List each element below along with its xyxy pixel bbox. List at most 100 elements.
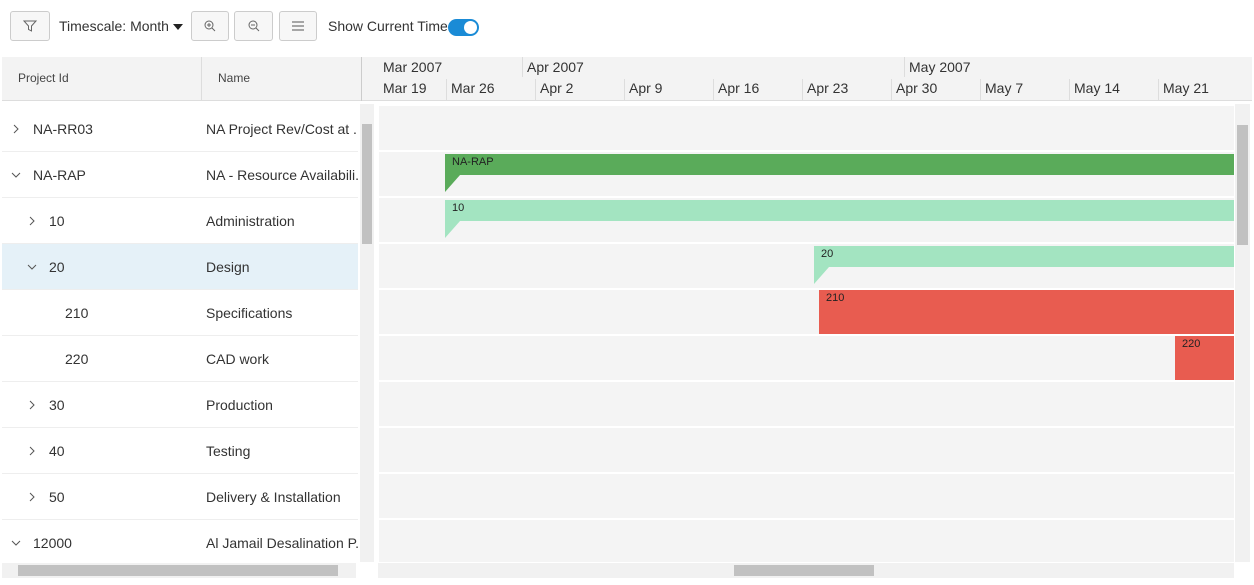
- expand-chevron[interactable]: [27, 492, 37, 502]
- week-label: Apr 23: [807, 80, 849, 96]
- project-name: Testing: [206, 443, 251, 459]
- gantt-row: [379, 520, 1234, 562]
- week-label: Apr 9: [629, 80, 663, 96]
- timescale-value: Month: [130, 18, 169, 34]
- scroll-thumb[interactable]: [1237, 125, 1248, 245]
- toggle-knob: [464, 21, 477, 34]
- scroll-thumb[interactable]: [18, 565, 338, 576]
- week-label: Apr 2: [540, 80, 574, 96]
- show-current-time-label: Show Current Time: [328, 18, 448, 34]
- gantt-body: NA-RAP 10 20 210 220: [378, 104, 1234, 562]
- project-name: Production: [206, 397, 273, 413]
- bar-label: 220: [1182, 338, 1201, 350]
- project-id: 10: [49, 213, 65, 229]
- project-name: Al Jamail Desalination P...: [206, 535, 358, 551]
- project-id: NA-RR03: [33, 121, 93, 137]
- bar-pointer: [445, 221, 460, 238]
- project-name: NA Project Rev/Cost at ...: [206, 121, 358, 137]
- month-label: Apr 2007: [527, 59, 584, 75]
- column-divider: [201, 57, 202, 101]
- week-divider: [802, 79, 803, 100]
- bar-pointer: [445, 175, 460, 192]
- task-bar[interactable]: 220: [1175, 336, 1234, 380]
- dropdown-caret: [172, 24, 183, 30]
- bar-label: 210: [826, 292, 845, 304]
- project-id: 12000: [33, 535, 72, 551]
- task-row[interactable]: 30 Production: [2, 382, 358, 428]
- week-divider: [624, 79, 625, 100]
- week-divider: [1069, 79, 1070, 100]
- task-bar[interactable]: 10: [445, 200, 1234, 221]
- task-bar[interactable]: NA-RAP: [445, 154, 1234, 175]
- task-row[interactable]: NA-RR03 NA Project Rev/Cost at ...: [2, 106, 358, 152]
- project-name: Specifications: [206, 305, 293, 321]
- task-row[interactable]: 40 Testing: [2, 428, 358, 474]
- task-bar[interactable]: 20: [814, 246, 1234, 267]
- timescale-label: Timescale:: [59, 18, 127, 34]
- project-id: NA-RAP: [33, 167, 86, 183]
- column-header[interactable]: Project Id: [18, 71, 69, 85]
- week-label: Apr 16: [718, 80, 760, 96]
- project-id: 20: [49, 259, 65, 275]
- column-header[interactable]: Name: [218, 71, 251, 85]
- task-row[interactable]: 12000 Al Jamail Desalination P...: [2, 520, 358, 562]
- project-name: Design: [206, 259, 250, 275]
- current-time-toggle[interactable]: [448, 19, 479, 36]
- collapse-chevron[interactable]: [27, 262, 37, 272]
- grid-hscroll[interactable]: [2, 563, 356, 578]
- expand-chevron[interactable]: [27, 400, 37, 410]
- task-bar[interactable]: 210: [819, 290, 1234, 334]
- project-name: Administration: [206, 213, 295, 229]
- scroll-thumb[interactable]: [734, 565, 874, 576]
- week-label: Apr 30: [896, 80, 938, 96]
- expand-chevron[interactable]: [27, 216, 37, 226]
- menu-button[interactable]: [279, 11, 317, 41]
- bar-label: 20: [821, 248, 834, 260]
- expand-chevron[interactable]: [11, 124, 21, 134]
- bar-label: 10: [452, 202, 465, 214]
- week-label: Mar 19: [383, 80, 427, 96]
- task-row[interactable]: 50 Delivery & Installation: [2, 474, 358, 520]
- zoom-in-button[interactable]: [191, 11, 229, 41]
- project-id: 40: [49, 443, 65, 459]
- week-divider: [713, 79, 714, 100]
- menu-icon: [292, 21, 304, 31]
- gantt-hscroll[interactable]: [378, 563, 1234, 578]
- task-row[interactable]: 210 Specifications: [2, 290, 358, 336]
- expand-chevron[interactable]: [27, 446, 37, 456]
- gantt-row: [379, 382, 1234, 426]
- task-row[interactable]: NA-RAP NA - Resource Availabili...: [2, 152, 358, 198]
- project-id: 30: [49, 397, 65, 413]
- project-id: 50: [49, 489, 65, 505]
- header-bar: [2, 57, 1252, 101]
- task-row[interactable]: 20 Design: [2, 244, 358, 290]
- week-divider: [446, 79, 447, 100]
- scroll-thumb[interactable]: [362, 124, 372, 244]
- week-label: Mar 26: [451, 80, 495, 96]
- week-label: May 21: [1163, 80, 1209, 96]
- task-grid: NA-RR03 NA Project Rev/Cost at ... NA-RAP N…: [2, 104, 358, 562]
- collapse-chevron[interactable]: [11, 538, 21, 548]
- collapse-chevron[interactable]: [11, 170, 21, 180]
- project-id: 210: [65, 305, 89, 321]
- project-name: Delivery & Installation: [206, 489, 341, 505]
- bar-label: NA-RAP: [452, 156, 494, 168]
- filter-icon: [23, 20, 37, 32]
- week-divider: [980, 79, 981, 100]
- week-label: May 14: [1074, 80, 1120, 96]
- gantt-row: [379, 428, 1234, 472]
- project-name: CAD work: [206, 351, 270, 367]
- zoom-out-button[interactable]: [234, 11, 273, 41]
- gantt-row: [379, 336, 1234, 380]
- filter-button[interactable]: [10, 11, 50, 41]
- task-row[interactable]: 220 CAD work: [2, 336, 358, 382]
- week-label: May 7: [985, 80, 1024, 96]
- gantt-row: [379, 106, 1234, 150]
- grid-vscroll[interactable]: [360, 104, 374, 562]
- gantt-vscroll[interactable]: [1235, 104, 1250, 562]
- timescale-dropdown[interactable]: Timescale: Month: [59, 18, 183, 34]
- month-divider: [522, 57, 523, 77]
- month-label: Mar 2007: [383, 59, 443, 75]
- task-row[interactable]: 10 Administration: [2, 198, 358, 244]
